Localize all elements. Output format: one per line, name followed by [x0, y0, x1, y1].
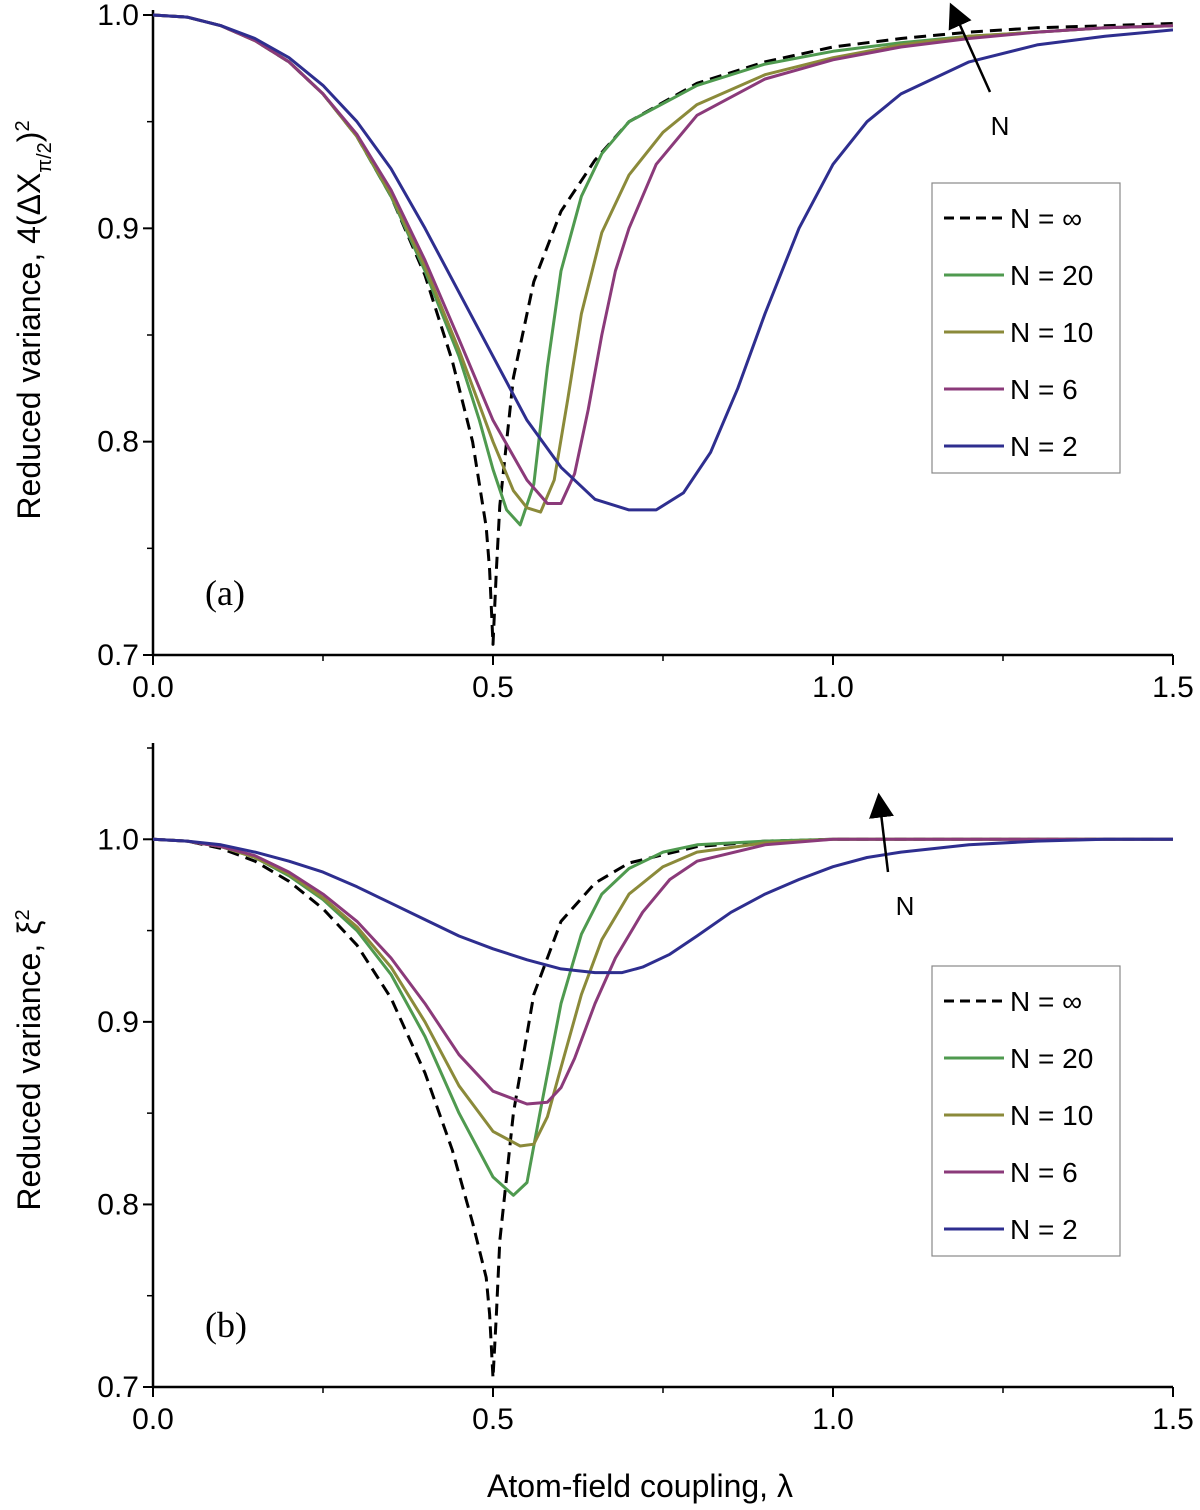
legend-label: N = 6: [1010, 374, 1078, 405]
panel-a: 0.0 0.5 1.0 1.5 0.7 0.8 0.9 1.0 N = ∞ N = 20 N = 1…: [11, 0, 1194, 704]
series-line-4: [153, 837, 1173, 975]
x-tick-label: 1.0: [812, 1403, 854, 1436]
panel-label: (a): [205, 573, 245, 613]
x-tick-label: 0.5: [472, 1403, 514, 1436]
y-axis-title: Reduced variance, 4(ΔXπ/2)2: [11, 120, 56, 519]
n-arrow: [869, 792, 894, 873]
legend-label: N = 2: [1010, 1214, 1078, 1245]
legend-box: [931, 182, 1121, 474]
legend-label: N = 6: [1010, 1157, 1078, 1188]
y-axis-title: Reduced variance, ξ2: [11, 909, 47, 1210]
series-line-3: [153, 13, 1173, 505]
x-tick-label: 0.0: [132, 1403, 174, 1436]
y-tick-label: 0.7: [97, 1371, 139, 1404]
arrow-label: N: [896, 891, 915, 921]
x-tick-label: 1.5: [1152, 671, 1194, 704]
series-line-4: [153, 13, 1173, 512]
x-tick-label: 0.5: [472, 671, 514, 704]
legend-label: N = 10: [1010, 1100, 1093, 1131]
x-axis-title: Atom-field coupling, λ: [487, 1468, 793, 1504]
y-tick-label: 0.8: [97, 1188, 139, 1221]
y-tick-label: 1.0: [97, 0, 139, 32]
legend-label: N = 20: [1010, 1043, 1093, 1074]
y-tick-label: 0.9: [97, 212, 139, 245]
legend: N = ∞ N = 20 N = 10 N = 6 N = 2: [931, 182, 1121, 474]
legend-box: [931, 965, 1121, 1257]
legend-label: N = 20: [1010, 260, 1093, 291]
x-tick-label: 1.0: [812, 671, 854, 704]
series-line-0: [153, 837, 1173, 1380]
x-tick-label: 1.5: [1152, 1403, 1194, 1436]
legend-label: N = ∞: [1010, 986, 1082, 1017]
y-tick-label: 1.0: [97, 823, 139, 856]
arrow-label: N: [991, 111, 1010, 141]
y-tick-label: 0.7: [97, 639, 139, 672]
legend-label: N = ∞: [1010, 203, 1082, 234]
legend-label: N = 2: [1010, 431, 1078, 462]
panel-b: 0.0 0.5 1.0 1.5 0.7 0.8 0.9 1.0 N = ∞ N = 20 N = 1…: [11, 743, 1194, 1504]
legend-label: N = 10: [1010, 317, 1093, 348]
y-tick-label: 0.8: [97, 426, 139, 459]
y-tick-label: 0.9: [97, 1006, 139, 1039]
panel-label: (b): [205, 1305, 247, 1345]
n-arrow: [948, 2, 992, 93]
x-tick-label: 0.0: [132, 671, 174, 704]
series-line-3: [153, 837, 1173, 1106]
legend: N = ∞ N = 20 N = 10 N = 6 N = 2: [931, 965, 1121, 1257]
